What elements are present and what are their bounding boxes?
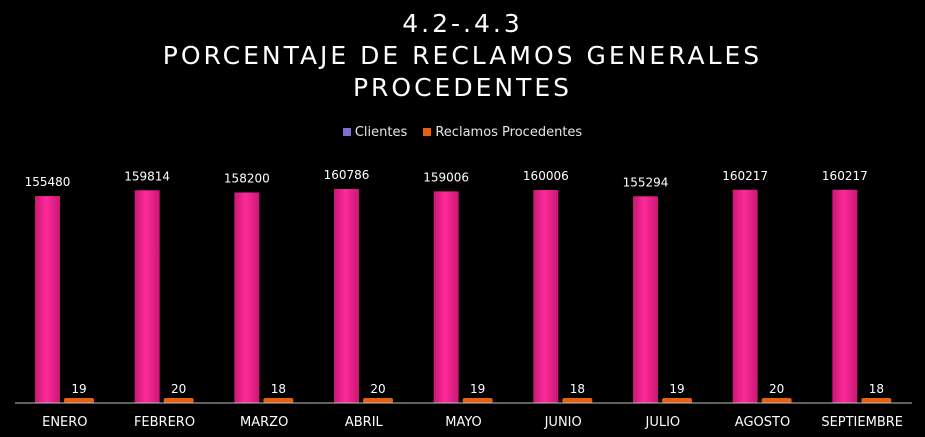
- data-label-reclamos-enero: 19: [71, 382, 86, 396]
- legend: Clientes Reclamos Procedentes: [0, 125, 925, 140]
- data-label-clientes-mayo: 159006: [423, 170, 469, 184]
- bar-reclamos-enero: [64, 398, 94, 403]
- bar-clientes-junio: [533, 190, 559, 403]
- bar-reclamos-agosto: [761, 398, 792, 403]
- legend-swatch-clientes: [342, 127, 351, 136]
- bar-clientes-enero: [35, 196, 60, 403]
- data-label-reclamos-junio: 18: [570, 382, 585, 396]
- bar-clientes-septiembre: [832, 189, 858, 403]
- x-tick-label-febrero: FEBRERO: [134, 415, 195, 430]
- x-tick-label-agosto: AGOSTO: [735, 415, 790, 430]
- bar-reclamos-mayo: [462, 398, 493, 403]
- data-label-reclamos-abril: 20: [370, 382, 385, 396]
- bar-reclamos-abril: [363, 398, 393, 403]
- legend-swatch-reclamos: [423, 127, 432, 136]
- data-label-clientes-agosto: 160217: [722, 169, 768, 183]
- bar-reclamos-junio: [562, 398, 593, 403]
- data-label-clientes-abril: 160786: [324, 168, 370, 182]
- bar-clientes-abril: [334, 189, 359, 403]
- data-label-clientes-febrero: 159814: [124, 169, 170, 183]
- data-label-reclamos-julio: 19: [669, 382, 684, 396]
- bar-reclamos-febrero: [163, 398, 194, 403]
- data-label-reclamos-mayo: 19: [470, 382, 485, 396]
- x-tick-label-junio: JUNIO: [544, 415, 582, 430]
- data-label-clientes-marzo: 158200: [224, 171, 270, 185]
- bar-clientes-marzo: [234, 192, 260, 403]
- data-label-clientes-junio: 160006: [523, 169, 569, 183]
- data-label-reclamos-marzo: 18: [271, 382, 286, 396]
- legend-item-reclamos: Reclamos Procedentes: [423, 125, 582, 140]
- data-label-clientes-septiembre: 160217: [822, 169, 868, 183]
- bar-clientes-febrero: [134, 190, 160, 403]
- bar-reclamos-septiembre: [861, 398, 892, 403]
- x-tick-label-mayo: MAYO: [445, 415, 482, 430]
- bar-reclamos-marzo: [263, 398, 294, 403]
- chart-title-line-2: PORCENTAJE DE RECLAMOS GENERALES: [162, 41, 763, 70]
- x-tick-label-septiembre: SEPTIEMBRE: [821, 415, 903, 430]
- data-label-clientes-julio: 155294: [623, 175, 669, 189]
- chart-title: 4.2-.4.3 PORCENTAJE DE RECLAMOS GENERALE…: [0, 8, 925, 104]
- legend-label-clientes: Clientes: [354, 125, 408, 140]
- data-label-reclamos-agosto: 20: [769, 382, 784, 396]
- data-label-reclamos-septiembre: 18: [869, 382, 884, 396]
- data-label-reclamos-febrero: 20: [171, 382, 186, 396]
- legend-item-clientes: Clientes: [342, 125, 408, 140]
- chart-title-line-1: 4.2-.4.3: [402, 9, 523, 38]
- data-label-clientes-enero: 155480: [25, 175, 71, 189]
- legend-label-reclamos: Reclamos Procedentes: [435, 125, 583, 140]
- bar-clientes-mayo: [433, 191, 459, 403]
- bar-clientes-julio: [633, 196, 658, 403]
- bar-reclamos-julio: [662, 398, 692, 403]
- x-tick-label-abril: ABRIL: [345, 415, 384, 430]
- bar-clientes-agosto: [732, 189, 758, 403]
- chart-title-line-3: PROCEDENTES: [352, 73, 573, 102]
- x-tick-label-julio: JULIO: [644, 415, 680, 430]
- x-tick-label-marzo: MARZO: [240, 415, 288, 430]
- x-tick-label-enero: ENERO: [42, 415, 87, 430]
